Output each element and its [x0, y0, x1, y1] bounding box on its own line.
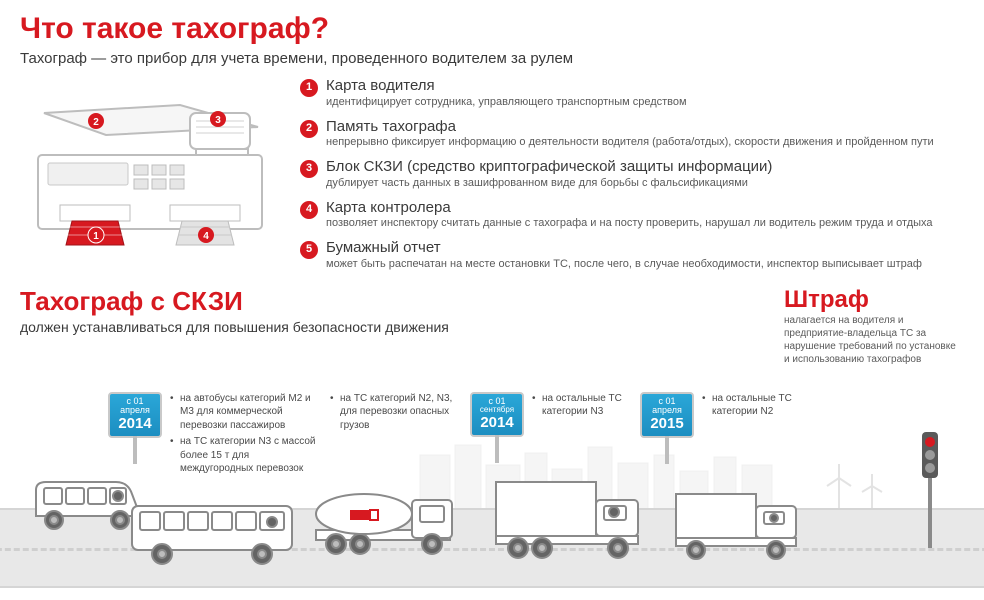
- timeline-bullets: на остальные ТС категории N3: [532, 392, 642, 422]
- feature-number-icon: 3: [300, 160, 318, 178]
- feature-title: Карта водителя: [326, 77, 687, 96]
- feature-desc: непрерывно фиксирует информацию о деятел…: [326, 136, 934, 150]
- bus-icons: [30, 460, 300, 570]
- main-title: Что такое тахограф?: [0, 0, 984, 50]
- feature-list: 1 Карта водителя идентифицирует сотрудни…: [280, 77, 964, 280]
- skzi-subtitle: должен устанавливаться для повышения без…: [20, 319, 784, 335]
- skzi-title: Тахограф с СКЗИ: [20, 286, 784, 317]
- feature-desc: может быть распечатан на месте остановки…: [326, 258, 922, 272]
- timeline-bullets: на остальные ТС категории N2: [702, 392, 812, 422]
- tachograph-device: 2 3 5: [20, 77, 280, 280]
- feature-item: 1 Карта водителя идентифицирует сотрудни…: [300, 77, 964, 110]
- feature-title: Бумажный отчет: [326, 239, 922, 258]
- feature-number-icon: 1: [300, 79, 318, 97]
- top-section: 2 3 5: [0, 77, 984, 280]
- feature-title: Память тахографа: [326, 118, 934, 137]
- feature-desc: позволяет инспектору считать данные с та…: [326, 217, 933, 231]
- svg-text:1: 1: [93, 231, 99, 242]
- feature-number-icon: 2: [300, 120, 318, 138]
- feature-item: 4 Карта контролера позволяет инспектору …: [300, 199, 964, 232]
- timeline-road: с 01 апреля 2014 на автобусы категорий M…: [0, 370, 984, 600]
- main-subtitle: Тахограф — это прибор для учета времени,…: [0, 50, 984, 77]
- section-skzi: Тахограф с СКЗИ должен устанавливаться д…: [0, 280, 984, 366]
- feature-item: 3 Блок СКЗИ (средство криптографической …: [300, 158, 964, 191]
- windmill-icon: [824, 464, 854, 510]
- fine-title: Штраф: [784, 286, 964, 314]
- small-truck-icon: [670, 482, 810, 570]
- device-illustration: 2 3 5: [20, 77, 280, 257]
- feature-title: Карта контролера: [326, 199, 933, 218]
- box-truck-icon: [490, 474, 650, 570]
- windmill-icon: [860, 474, 884, 510]
- svg-text:3: 3: [215, 115, 221, 126]
- feature-number-icon: 5: [300, 241, 318, 259]
- feature-title: Блок СКЗИ (средство криптографической за…: [326, 158, 772, 177]
- date-sign: с 01 апреля 2014: [108, 392, 162, 438]
- feature-desc: идентифицирует сотрудника, управляющего …: [326, 96, 687, 110]
- timeline-bullets: на ТС категорий N2, N3, для перевозки оп…: [330, 392, 470, 436]
- traffic-light-icon: [908, 430, 952, 550]
- date-sign: с 01 апреля 2015: [640, 392, 694, 438]
- date-sign: с 01 сентября 2014: [470, 392, 524, 437]
- feature-number-icon: 4: [300, 201, 318, 219]
- feature-item: 2 Память тахографа непрерывно фиксирует …: [300, 118, 964, 151]
- tanker-truck-icon: [310, 480, 470, 570]
- svg-text:2: 2: [93, 117, 99, 128]
- fine-desc: налагается на водителя и предприятие-вла…: [784, 314, 964, 366]
- svg-text:4: 4: [203, 231, 209, 242]
- feature-desc: дублирует часть данных в зашифрованном в…: [326, 177, 772, 191]
- feature-item: 5 Бумажный отчет может быть распечатан н…: [300, 239, 964, 272]
